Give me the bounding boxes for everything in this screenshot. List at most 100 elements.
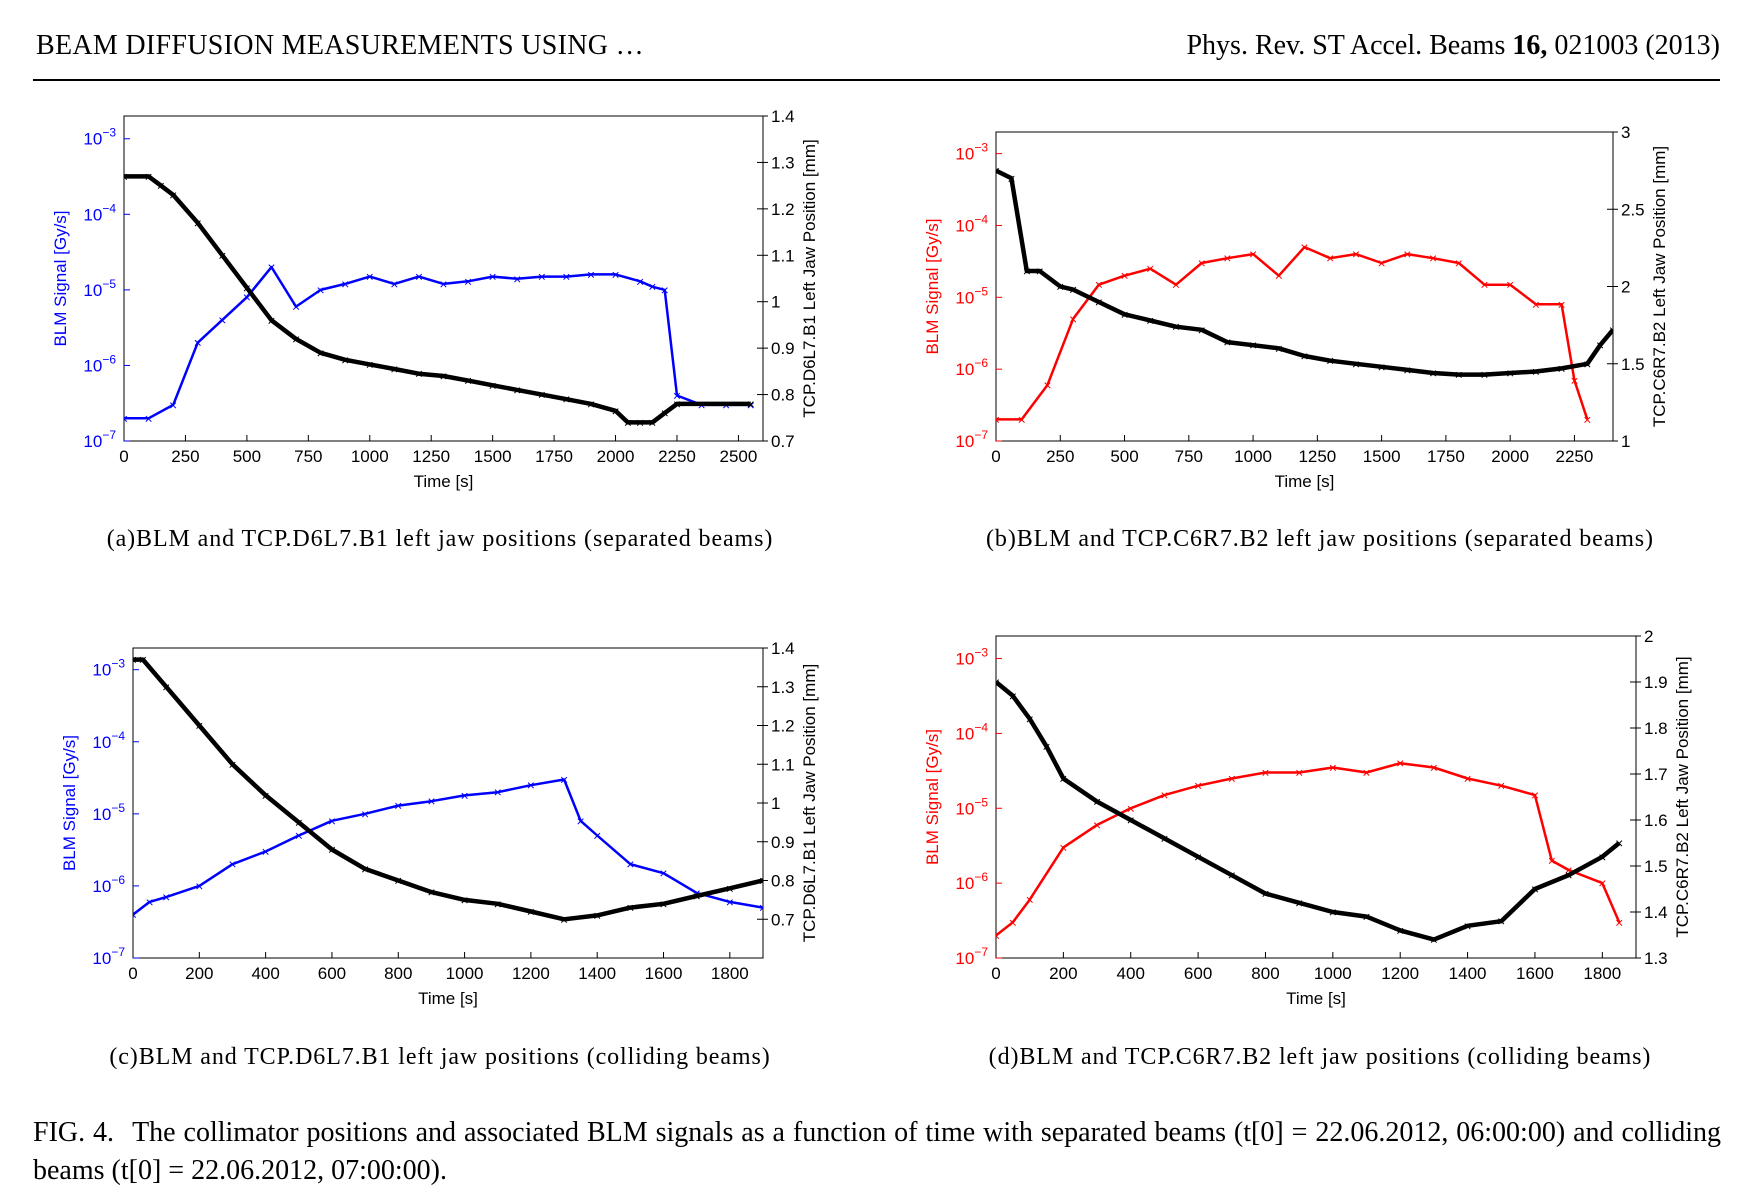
jaw-position-point: × [1198,322,1206,338]
subcaption-b: (b)BLM and TCP.C6R7.B2 left jaw position… [986,526,1654,552]
jaw-position-point: × [267,312,275,328]
y-left-tick-label: 10−4 [83,201,116,224]
y-right-tick-label: 0.9 [771,339,795,358]
jaw-position-point: × [1565,867,1573,883]
blm-signal-point: × [636,273,644,289]
jaw-position-point: × [624,414,632,430]
blm-signal-point: × [494,784,502,800]
blm-signal-line [996,245,1589,421]
jaw-position-point: × [439,368,447,384]
jaw-position-point: × [1249,337,1257,353]
y-left-tick-label: 10−6 [92,873,125,896]
x-tick-label: 2500 [720,447,758,466]
blm-signal-point: × [1463,770,1471,786]
y-left-tick-label: 10−5 [955,284,988,307]
blm-signal-point: × [1172,277,1180,293]
blm-signal-point: × [1059,839,1067,855]
x-tick-label: 1500 [474,447,512,466]
y-right-tick-label: 1.2 [771,717,795,736]
jaw-position-point: × [1615,835,1623,851]
jaw-position-point: × [593,907,601,923]
blm-signal-point: × [1160,787,1168,803]
blm-signal-point: × [427,793,435,809]
y-right-tick-label: 1.5 [1621,355,1645,374]
jaw-position-point: × [560,911,568,927]
jaw-position-point: × [1378,359,1386,375]
y-right-axis-label: TCP.D6L7.B1 Left Jaw Position [mm] [800,664,819,942]
y-left-tick-label: 10−5 [955,795,988,818]
x-tick-label: 1750 [535,447,573,466]
jaw-position-point: × [1455,367,1463,383]
y-right-tick-label: 2.5 [1621,200,1645,219]
x-tick-label: 1000 [1314,964,1352,983]
chart-panel-c: 0 200 400 600 800 1000 1200 1400 1600 1800 10−7 10−… [60,639,819,1008]
blm-signal-point: × [538,269,546,285]
blm-signal-point: × [341,276,349,292]
blm-signal-point: × [328,813,336,829]
x-tick-label: 1500 [1363,447,1401,466]
jaw-position-point: × [460,892,468,908]
jaw-position-point: × [415,366,423,382]
blm-signal-point: × [129,907,137,923]
jaw-position-point: × [427,884,435,900]
blm-signal-point: × [1009,914,1017,930]
running-head-citation: Phys. Rev. ST Accel. Beams 16, 021003 (2… [1186,30,1720,62]
y-right-tick-label: 1.3 [771,153,795,172]
blm-signal-line [996,761,1621,937]
jaw-position-point: × [1596,337,1604,353]
jaw-position-point: × [1396,922,1404,938]
blm-signal-point: × [759,900,767,916]
y-left-tick-label: 10−6 [955,356,988,379]
jaw-position-point: × [1194,849,1202,865]
jaw-position-point: × [1056,279,1064,295]
blm-signal-point: × [195,878,203,894]
jaw-position-point: × [1023,263,1031,279]
blm-signal-point: × [611,266,619,282]
jaw-position-point: × [513,382,521,398]
jaw-position-point: × [661,405,669,421]
jaw-position-point: × [1160,830,1168,846]
subcaption-a: (a)BLM and TCP.D6L7.B1 left jaw position… [106,526,774,552]
blm-signal-point: × [560,771,568,787]
y-right-tick-label: 1.5 [1644,857,1668,876]
blm-signal-point: × [1120,268,1128,284]
jaw-position-point: × [1042,738,1050,754]
blm-signal-point: × [661,282,669,298]
blm-signal-point: × [228,856,236,872]
jaw-position-line [133,657,763,922]
blm-signal-point: × [1565,862,1573,878]
blm-signal-point: × [1583,411,1591,427]
blm-signal-point: × [1018,411,1026,427]
blm-signal-point: × [1329,760,1337,776]
blm-signal-point: × [1615,914,1623,930]
y-left-axis-label: BLM Signal [Gy/s] [923,729,942,865]
x-tick-label: 500 [233,447,261,466]
jaw-position-point: × [693,888,701,904]
blm-signal-point: × [194,335,202,351]
blm-signal-point: × [1497,778,1505,794]
jaw-position-point: × [992,674,1000,690]
plot-area: ××××××××××××××××××××××××××××××××××××××××… [124,168,755,430]
x-tick-label: 1000 [351,447,389,466]
blm-signal-point: × [747,397,755,413]
blm-signal-point: × [1506,277,1514,293]
blm-signal-point: × [162,889,170,905]
blm-signal-point: × [1198,255,1206,271]
blm-signal-point: × [390,276,398,292]
y-right-axis-label: TCP.D6L7.B1 Left Jaw Position [mm] [800,139,819,417]
jaw-position-point: × [648,414,656,430]
jaw-position-point: × [1275,340,1283,356]
x-tick-label: 0 [991,964,1000,983]
jaw-position-line [996,680,1621,942]
blm-signal-point: × [267,259,275,275]
blm-signal-point: × [1557,296,1565,312]
jaw-position-point: × [527,904,535,920]
jaw-position-point: × [587,396,595,412]
jaw-position-point: × [129,652,137,668]
y-left-axis-label: BLM Signal [Gy/s] [60,735,79,871]
jaw-position-point: × [1557,360,1565,376]
blm-signal-point: × [1326,250,1334,266]
blm-signal-point: × [262,844,270,860]
jaw-position-point: × [1228,867,1236,883]
jaw-position-point: × [139,652,147,668]
